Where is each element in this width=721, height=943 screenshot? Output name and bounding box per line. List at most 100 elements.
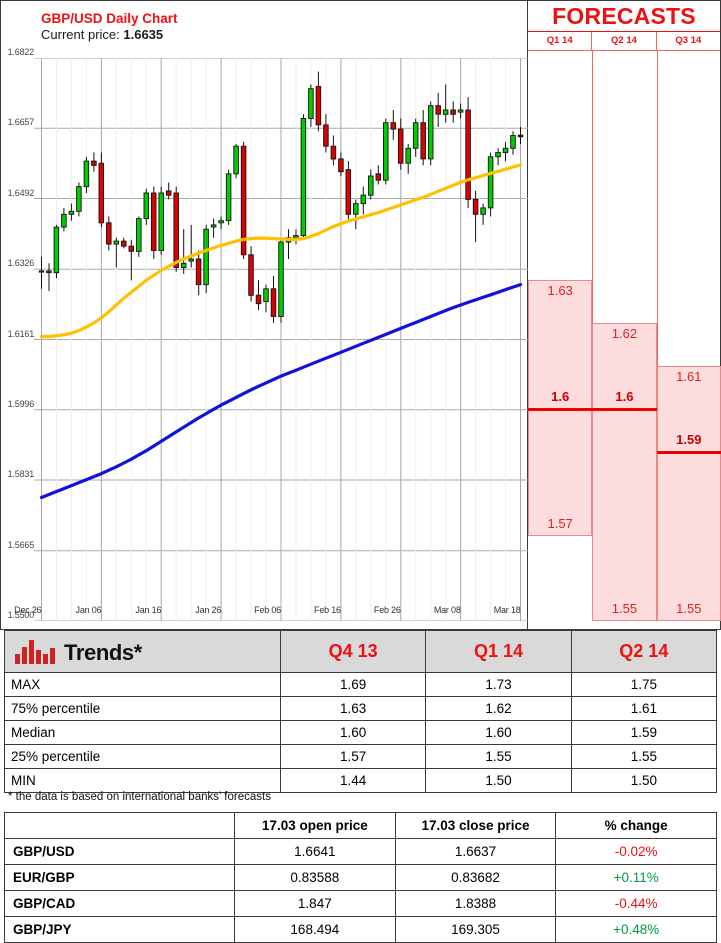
forecast-median-line — [592, 408, 657, 412]
y-axis-tick-label: 1.5500 — [7, 610, 35, 620]
trends-cell: 1.63 — [279, 696, 427, 721]
y-axis-tick-label: 1.6657 — [7, 117, 35, 128]
percent-change-cell: +0.11% — [555, 864, 717, 891]
trends-cell: 1.62 — [425, 696, 572, 721]
forecast-low-label: 1.57 — [547, 515, 573, 531]
table-row: 17.03 open price 17.03 close price% chang… — [4, 812, 717, 839]
prices-column-header — [4, 812, 235, 839]
y-axis-tick-label: 1.5831 — [7, 469, 35, 480]
trends-cell: 1.60 — [279, 720, 427, 745]
close-price-cell: 169.305 — [394, 916, 557, 943]
y-axis-tick-label: 1.6822 — [7, 47, 35, 57]
grid-lines — [34, 58, 528, 621]
trends-cell: 1.73 — [425, 672, 572, 697]
trends-table: Trends* Q4 13 Q1 14 Q2 14 MAX 1.69 1.73 1.75 75… — [4, 630, 718, 793]
top-section: GBP/USD Daily Chart Current price: 1.663… — [0, 0, 721, 630]
table-row: MAX 1.69 1.73 1.75 — [4, 672, 718, 697]
x-axis-tick-label: Jan 06 — [75, 605, 102, 615]
trends-cell: 1.55 — [570, 744, 718, 769]
close-price-cell: 0.83682 — [394, 864, 557, 891]
forecast-range-box — [528, 280, 593, 536]
currency-pair-label: GBP/USD — [4, 838, 235, 865]
forecast-high-label: 1.62 — [611, 325, 638, 341]
table-row: GBP/JPY 168.494 169.305 +0.48% — [4, 916, 717, 943]
x-axis-tick-label: Feb 06 — [254, 605, 281, 615]
trends-cell: 1.57 — [279, 744, 427, 769]
forecasts-panel: FORECASTS Q1 14 Q2 14 Q3 14 1.63 1.57 1.6 1… — [528, 0, 721, 630]
forecast-range-box — [592, 322, 657, 621]
open-price-cell: 168.494 — [234, 916, 396, 943]
forecast-high-label: 1.61 — [676, 368, 702, 384]
close-price-cell: 1.6637 — [394, 838, 557, 865]
percent-change-cell: -0.02% — [555, 838, 717, 865]
x-axis-tick-label: Feb 16 — [314, 605, 341, 615]
forecast-range-boxes: 1.63 1.57 1.6 1.62 1.55 1.6 1.61 1.55 1.59 — [528, 51, 721, 621]
table-row: EUR/GBP 0.83588 0.83682 +0.11% — [4, 864, 717, 891]
trends-cell: 1.75 — [570, 672, 718, 697]
forecast-median-label: 1.59 — [676, 431, 702, 447]
prices-column-header: % change — [555, 812, 717, 839]
trends-row-label: MAX — [4, 672, 281, 697]
forecast-median-label: 1.6 — [551, 389, 570, 405]
open-price-cell: 1.847 — [234, 890, 396, 917]
forecast-quarter-header: Q3 14 — [675, 35, 702, 46]
y-axis-tick-label: 1.6492 — [7, 187, 35, 198]
table-row: 75% percentile 1.63 1.62 1.61 — [4, 696, 718, 721]
trends-cell: 1.55 — [425, 744, 572, 769]
table-row: MIN 1.44 1.50 1.50 — [4, 768, 718, 793]
trends-column-header: Q1 14 — [425, 630, 572, 673]
forecast-high-label: 1.63 — [547, 283, 573, 299]
trends-row-label: MIN — [4, 768, 281, 793]
forecast-median-label: 1.6 — [615, 389, 634, 405]
trends-cell: 1.69 — [279, 672, 427, 697]
x-axis-tick-label: Mar 08 — [433, 605, 461, 615]
forecast-low-label: 1.55 — [676, 601, 702, 616]
current-price-value: 1.6635 — [123, 26, 164, 42]
trends-row-label: 75% percentile — [4, 696, 281, 721]
trends-title: Trends* — [64, 639, 142, 665]
y-axis-tick-label: 1.5996 — [7, 398, 35, 409]
open-price-cell: 0.83588 — [234, 864, 396, 891]
fast-moving-average-line — [39, 163, 523, 339]
current-price-label: Current price: — [41, 26, 120, 42]
x-axis-tick-label: Dec 26 — [14, 605, 42, 615]
currency-pair-label: GBP/JPY — [4, 916, 235, 943]
trends-cell: 1.44 — [279, 768, 427, 793]
trends-cell: 1.50 — [425, 768, 572, 793]
x-axis-tick-label: Feb 26 — [373, 605, 401, 615]
trends-cell: 1.60 — [425, 720, 572, 745]
y-axis-tick-label: 1.6326 — [7, 258, 35, 269]
forecast-quarter-header: Q1 14 — [528, 32, 593, 50]
percent-change-cell: +0.48% — [555, 916, 717, 943]
prices-column-header: 17.03 open price — [234, 812, 396, 839]
table-row: Median 1.60 1.60 1.59 — [4, 720, 718, 745]
forecast-median-line — [656, 450, 721, 454]
bar-chart-icon — [15, 639, 55, 664]
current-price-line: Current price: 1.6635 — [41, 27, 178, 42]
forecast-low-label: 1.55 — [611, 601, 638, 616]
percent-change-cell: -0.44% — [555, 890, 717, 917]
trends-cell: 1.59 — [570, 720, 718, 745]
candlestick-plot — [34, 58, 528, 621]
daily-prices-table: 17.03 open price 17.03 close price% chang… — [4, 812, 717, 943]
forecast-median-line — [528, 408, 593, 412]
x-axis-tick-label: Jan 16 — [135, 605, 162, 615]
trends-row-label: Median — [4, 720, 281, 745]
trends-cell: 1.50 — [570, 768, 718, 793]
close-price-cell: 1.8388 — [394, 890, 557, 917]
table-row: GBP/CAD 1.847 1.8388 -0.44% — [4, 890, 717, 917]
table-row: 25% percentile 1.57 1.55 1.55 — [4, 744, 718, 769]
trends-column-header: Q2 14 — [570, 630, 718, 673]
y-axis-tick-label: 1.5665 — [7, 539, 35, 550]
y-axis-tick-label: 1.6161 — [7, 328, 35, 339]
table-row: GBP/USD 1.6641 1.6637 -0.02% — [4, 838, 717, 865]
x-axis-tick-label: Jan 26 — [195, 605, 222, 615]
slow-moving-average-line — [39, 283, 523, 500]
open-price-cell: 1.6641 — [234, 838, 396, 865]
forecast-quarter-headers: Q1 14 Q2 14 Q3 14 — [528, 32, 720, 51]
trends-title-cell: Trends* — [4, 630, 281, 673]
candlestick-plot-svg — [34, 58, 528, 621]
chart-title: GBP/USD Daily Chart — [41, 11, 178, 26]
forecasts-title: FORECASTS — [528, 1, 720, 32]
